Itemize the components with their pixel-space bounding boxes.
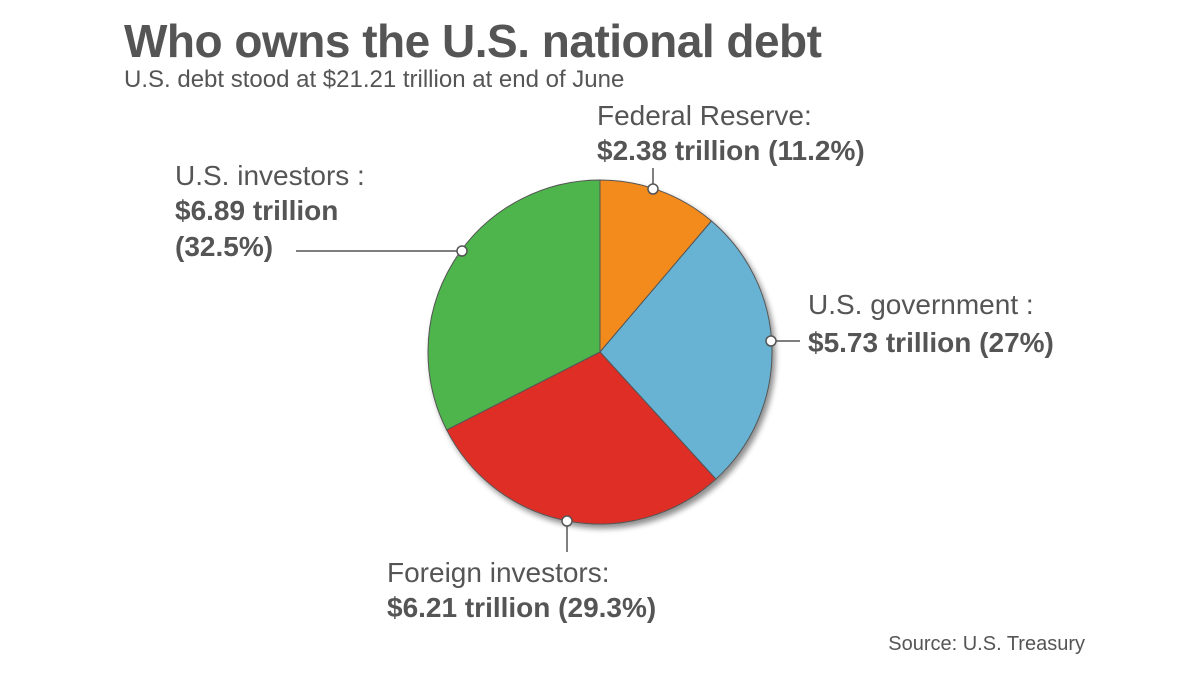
label-value-federal-reserve: $2.38 trillion (11.2%) [597, 135, 865, 166]
label-name-us-government: U.S. government : [808, 289, 1034, 320]
label-value-us-investors-line2: (32.5%) [175, 231, 273, 262]
label-name-us-investors: U.S. investors : [175, 160, 365, 191]
label-value-foreign-investors: $6.21 trillion (29.3%) [387, 592, 656, 623]
dot-us-government [765, 335, 777, 347]
leader-dots [456, 183, 777, 527]
dot-federal-reserve [647, 183, 659, 195]
label-name-federal-reserve: Federal Reserve: [597, 100, 812, 131]
dot-foreign-investors [561, 515, 573, 527]
dot-us-investors [456, 245, 468, 257]
pie-slice-u-s-investors [427, 179, 601, 431]
pie-slices [427, 179, 773, 525]
chart-title: Who owns the U.S. national debt [124, 15, 822, 67]
label-name-foreign-investors: Foreign investors: [387, 557, 610, 588]
label-value-us-investors-line1: $6.89 trillion [175, 195, 338, 226]
pie-slice-federal-reserve [599, 179, 713, 354]
chart-subtitle: U.S. debt stood at $21.21 trillion at en… [124, 66, 625, 93]
source-note: Source: U.S. Treasury [888, 633, 1085, 655]
label-value-us-government: $5.73 trillion (27%) [808, 327, 1054, 358]
pie-slice-u-s-government [599, 220, 773, 480]
